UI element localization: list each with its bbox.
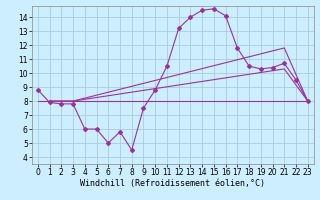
X-axis label: Windchill (Refroidissement éolien,°C): Windchill (Refroidissement éolien,°C) (80, 179, 265, 188)
